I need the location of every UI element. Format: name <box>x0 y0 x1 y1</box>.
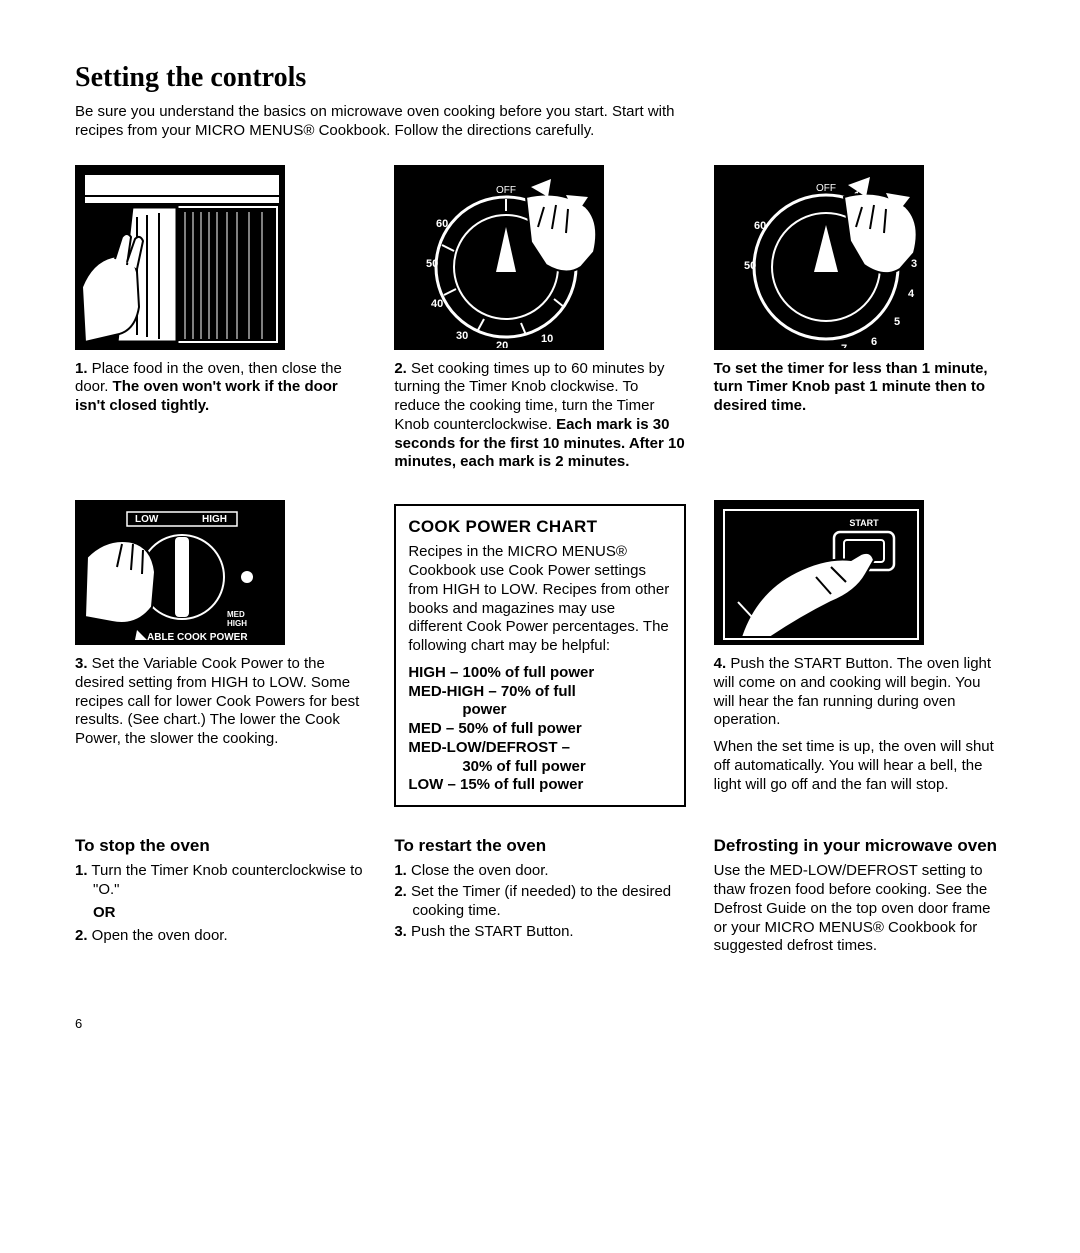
row-3: To stop the oven 1. Turn the Timer Knob … <box>75 835 1005 956</box>
svg-text:HIGH: HIGH <box>227 619 247 628</box>
svg-text:ABLE COOK POWER: ABLE COOK POWER <box>147 632 248 643</box>
svg-text:30: 30 <box>456 330 468 342</box>
illus-cook-power: LOW HIGH MED HIGH ABLE COOK POWER <box>75 500 285 645</box>
svg-text:3: 3 <box>911 258 917 270</box>
cook-power-chart: COOK POWER CHART Recipes in the MICRO ME… <box>394 504 685 807</box>
step3-num: 3. <box>75 655 88 672</box>
svg-text:OFF: OFF <box>496 185 516 196</box>
restart-list: 1. Close the oven door. 2. Set the Timer… <box>394 862 685 941</box>
svg-text:60: 60 <box>436 218 448 230</box>
stop-list: 1. Turn the Timer Knob counterclockwise … <box>75 862 366 900</box>
power-medhigh: MED-HIGH – 70% of fullpower <box>408 683 671 721</box>
step2-num: 2. <box>394 360 407 377</box>
svg-text:HIGH: HIGH <box>202 514 227 525</box>
svg-text:MED: MED <box>227 610 245 619</box>
svg-text:7: 7 <box>841 343 847 350</box>
step1-b: The oven won't work if the door isn't cl… <box>75 378 338 414</box>
step1-num: 1. <box>75 360 88 377</box>
step3-text: 3. Set the Variable Cook Power to the de… <box>75 655 366 749</box>
chart-body: Recipes in the MICRO MENUS® Cookbook use… <box>408 543 671 656</box>
col-timer-tip: OFF 60 50 2 3 4 5 6 7 1 To set the timer… <box>714 165 1005 473</box>
svg-text:START: START <box>849 518 879 528</box>
power-low: LOW – 15% of full power <box>408 776 671 795</box>
col-step3: LOW HIGH MED HIGH ABLE COOK POWER 3. Set… <box>75 500 366 807</box>
illus-open-door <box>75 165 285 350</box>
step4-num: 4. <box>714 655 727 672</box>
svg-text:50: 50 <box>426 258 438 270</box>
col-restart: To restart the oven 1. Close the oven do… <box>394 835 685 956</box>
defrost-body: Use the MED-LOW/DEFROST setting to thaw … <box>714 862 1005 956</box>
step3-body: Set the Variable Cook Power to the desir… <box>75 655 359 747</box>
power-med: MED – 50% of full power <box>408 720 671 739</box>
row-2: LOW HIGH MED HIGH ABLE COOK POWER 3. Set… <box>75 500 1005 807</box>
svg-text:20: 20 <box>496 340 508 350</box>
svg-text:40: 40 <box>431 298 443 310</box>
restart-item-1: 1. Close the oven door. <box>394 862 685 881</box>
stop-title: To stop the oven <box>75 835 366 856</box>
restart-item-3: 3. Push the START Button. <box>394 923 685 942</box>
stop-list-2: 2. Open the oven door. <box>75 927 366 946</box>
page-number: 6 <box>75 1016 1005 1032</box>
restart-item-2: 2. Set the Timer (if needed) to the desi… <box>394 883 685 921</box>
step2-text: 2. Set cooking times up to 60 minutes by… <box>394 360 685 473</box>
stop-item-2: 2. Open the oven door. <box>75 927 366 946</box>
col-chart: COOK POWER CHART Recipes in the MICRO ME… <box>394 500 685 807</box>
svg-text:10: 10 <box>541 333 553 345</box>
svg-text:60: 60 <box>754 220 766 232</box>
step1-text: 1. Place food in the oven, then close th… <box>75 360 366 416</box>
svg-text:50: 50 <box>744 260 756 272</box>
col-stop: To stop the oven 1. Turn the Timer Knob … <box>75 835 366 956</box>
timer-tip: To set the timer for less than 1 minute,… <box>714 360 1005 416</box>
col-step1: 1. Place food in the oven, then close th… <box>75 165 366 473</box>
page-title: Setting the controls <box>75 60 1005 95</box>
intro-text: Be sure you understand the basics on mic… <box>75 103 725 141</box>
restart-title: To restart the oven <box>394 835 685 856</box>
col-defrost: Defrosting in your microwave oven Use th… <box>714 835 1005 956</box>
stop-item-1: 1. Turn the Timer Knob counterclockwise … <box>75 862 366 900</box>
svg-text:LOW: LOW <box>135 514 159 525</box>
illus-timer-tip: OFF 60 50 2 3 4 5 6 7 1 <box>714 165 924 350</box>
power-list: HIGH – 100% of full power MED-HIGH – 70%… <box>408 664 671 795</box>
step4-b: When the set time is up, the oven will s… <box>714 738 1005 794</box>
col-step2: OFF 60 50 40 30 20 10 2. Set cooking tim… <box>394 165 685 473</box>
col-step4: START 4. Push the START Button. The oven… <box>714 500 1005 807</box>
row-1: 1. Place food in the oven, then close th… <box>75 165 1005 473</box>
svg-text:OFF: OFF <box>816 183 836 194</box>
power-high: HIGH – 100% of full power <box>408 664 671 683</box>
svg-text:6: 6 <box>871 336 877 348</box>
stop-or: OR <box>93 904 366 923</box>
chart-title: COOK POWER CHART <box>408 516 671 537</box>
svg-text:5: 5 <box>894 316 900 328</box>
step4-text: 4. Push the START Button. The oven light… <box>714 655 1005 730</box>
svg-text:4: 4 <box>908 288 915 300</box>
illus-timer-knob: OFF 60 50 40 30 20 10 <box>394 165 604 350</box>
power-medlow: MED-LOW/DEFROST –30% of full power <box>408 739 671 777</box>
defrost-title: Defrosting in your microwave oven <box>714 835 1005 856</box>
illus-start-button: START <box>714 500 924 645</box>
step4-a: Push the START Button. The oven light wi… <box>714 655 991 728</box>
